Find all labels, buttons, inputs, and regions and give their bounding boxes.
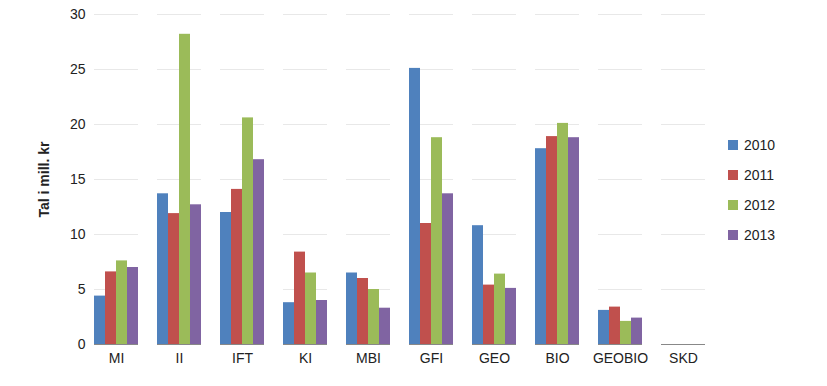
svg-text:20: 20 [70,116,86,132]
svg-text:0: 0 [78,336,86,352]
svg-text:II: II [176,350,184,366]
svg-text:10: 10 [70,226,86,242]
svg-text:15: 15 [70,171,86,187]
html-text:2013: 2013 [744,227,776,243]
svg-text:5: 5 [78,281,86,297]
svg-text:30: 30 [70,6,86,22]
svg-text:MI: MI [109,350,125,366]
svg-text:25: 25 [70,61,86,77]
svg-text:Tal i mill. kr: Tal i mill. kr [36,141,52,218]
html-text:2011: 2011 [744,167,775,183]
html-text:2010: 2010 [744,137,776,153]
svg-text:KI: KI [299,350,312,366]
svg-text:SKD: SKD [669,350,698,366]
html-text:2012: 2012 [744,197,776,213]
svg-text:GEO: GEO [479,350,510,366]
svg-text:GEOBIO: GEOBIO [593,350,648,366]
svg-text:GFI: GFI [420,350,443,366]
svg-text:BIO: BIO [545,350,569,366]
svg-text:MBI: MBI [356,350,381,366]
svg-text:IFT: IFT [232,350,253,366]
